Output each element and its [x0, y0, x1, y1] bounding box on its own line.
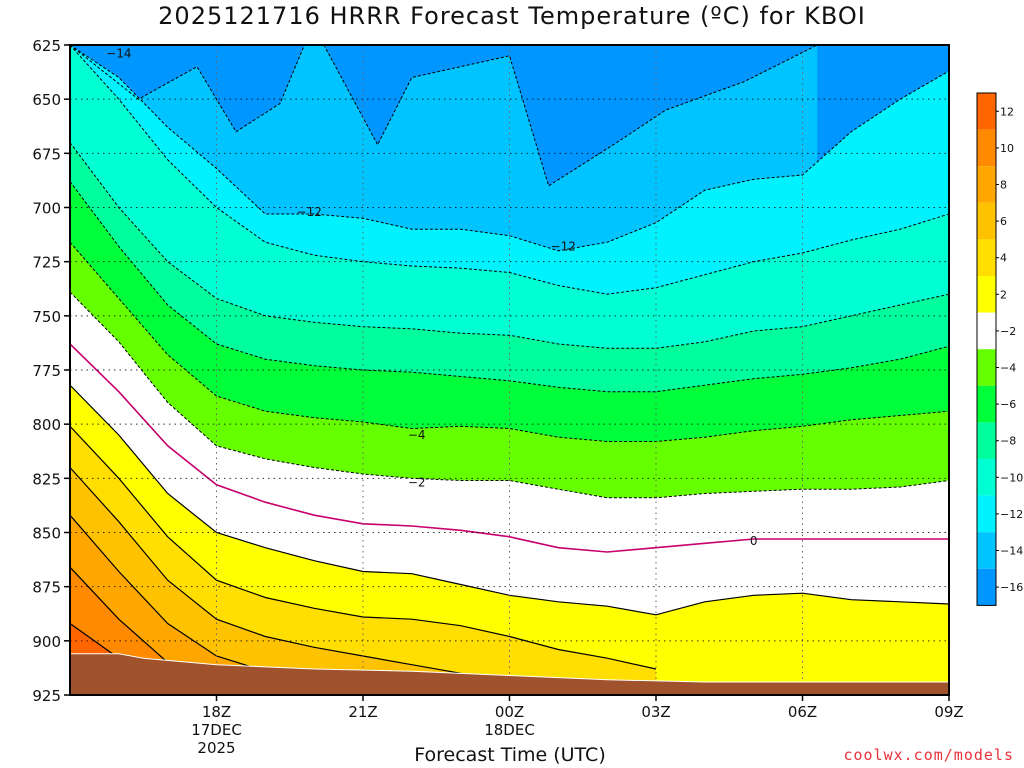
y-tick-label: 775 — [32, 362, 61, 380]
grid-layer — [70, 45, 949, 695]
contour-label: 0 — [750, 534, 758, 548]
colorbar-label: −4 — [1000, 362, 1016, 375]
colorbar-label: −10 — [1000, 471, 1023, 484]
colorbar-swatch — [977, 568, 996, 606]
colorbar-label: −14 — [1000, 545, 1023, 558]
y-tick-label: 800 — [32, 416, 61, 434]
colorbar-swatch — [977, 312, 996, 350]
colorbar-label: −6 — [1000, 398, 1016, 411]
colorbar-swatch — [977, 495, 996, 533]
surface-layer — [70, 653, 949, 695]
contour-line-m2 — [70, 291, 949, 499]
x-tick-label: 18DEC — [484, 721, 535, 739]
x-tick-label: 09Z — [934, 703, 963, 721]
contour-line-m6 — [70, 181, 949, 393]
colorbar-label: 10 — [1000, 142, 1014, 155]
colorbar-swatch — [977, 93, 996, 130]
x-tick-label: 00Z — [495, 703, 524, 721]
contour-fill-layer — [70, 45, 949, 695]
y-tick-label: 875 — [32, 579, 61, 597]
x-tick-label: 03Z — [641, 703, 670, 721]
colorbar-swatch — [977, 349, 996, 386]
colorbar-swatch — [977, 459, 996, 496]
colorbar-swatch — [977, 276, 996, 313]
y-axis: 625 650 675 700 725 750 775 800 825 850 875 900 925 — [32, 37, 70, 705]
colorbar-swatch — [977, 532, 996, 569]
colorbar-label: −16 — [1000, 581, 1023, 594]
contour-line-6 — [70, 467, 510, 685]
colorbar-swatch — [977, 129, 996, 167]
x-tick-label: 06Z — [788, 703, 817, 721]
y-tick-label: 650 — [32, 91, 61, 109]
x-tick-label: 21Z — [348, 703, 377, 721]
colorbar-label: −12 — [1000, 508, 1023, 521]
colorbar-swatch — [977, 385, 996, 423]
contour-label: −14 — [106, 47, 131, 61]
colorbar-frame — [976, 92, 997, 606]
contour-label: −12 — [297, 205, 322, 219]
colorbar-label: 12 — [1000, 105, 1014, 118]
colorbar-swatch — [977, 166, 996, 203]
y-tick-label: 725 — [32, 254, 61, 272]
colorbar-label: 8 — [1000, 179, 1007, 192]
colorbar-label: −8 — [1000, 435, 1016, 448]
y-tick-label: 850 — [32, 525, 61, 543]
contour-line-2 — [70, 384, 949, 616]
x-tick-label: 2025 — [197, 739, 235, 757]
y-tick-label: 675 — [32, 145, 61, 163]
colorbar-swatch — [977, 422, 996, 459]
y-tick-label: 750 — [32, 308, 61, 326]
colorbar-label: 2 — [1000, 288, 1007, 301]
contour-label: −4 — [408, 428, 426, 442]
contour-line-m8 — [70, 142, 949, 349]
y-tick-label: 825 — [32, 470, 61, 488]
y-tick-label: 925 — [32, 687, 61, 705]
colorbar-label: 6 — [1000, 215, 1007, 228]
x-tick-label: 18Z — [202, 703, 231, 721]
contour-label-layer: −14 −12 −12 −4 −2 0 — [106, 47, 758, 549]
colorbar: 12 10 8 6 4 2 −2 −4 −6 −8 −10 −12 −14 −16 — [976, 92, 1023, 606]
x-tick-label: 17DEC — [191, 721, 242, 739]
contour-line-m10 — [70, 45, 949, 295]
contour-line-0 — [70, 343, 949, 553]
x-axis-label: Forecast Time (UTC) — [414, 744, 606, 766]
contour-label: −12 — [551, 240, 576, 254]
colorbar-swatch — [977, 202, 996, 240]
credit-text: coolwx.com/models — [843, 746, 1014, 764]
contour-line-m12 — [70, 45, 949, 252]
surface-terrain — [70, 653, 949, 695]
colorbar-label: −2 — [1000, 325, 1016, 338]
contour-line-m4 — [70, 241, 949, 442]
contour-label: −2 — [408, 476, 426, 490]
colorbar-swatch — [977, 239, 996, 276]
colorbar-label: 4 — [1000, 252, 1007, 265]
y-tick-label: 625 — [32, 37, 61, 55]
y-tick-label: 900 — [32, 633, 61, 651]
y-tick-label: 700 — [32, 200, 61, 218]
chart-title: 2025121716 HRRR Forecast Temperature (ºC… — [158, 2, 866, 30]
